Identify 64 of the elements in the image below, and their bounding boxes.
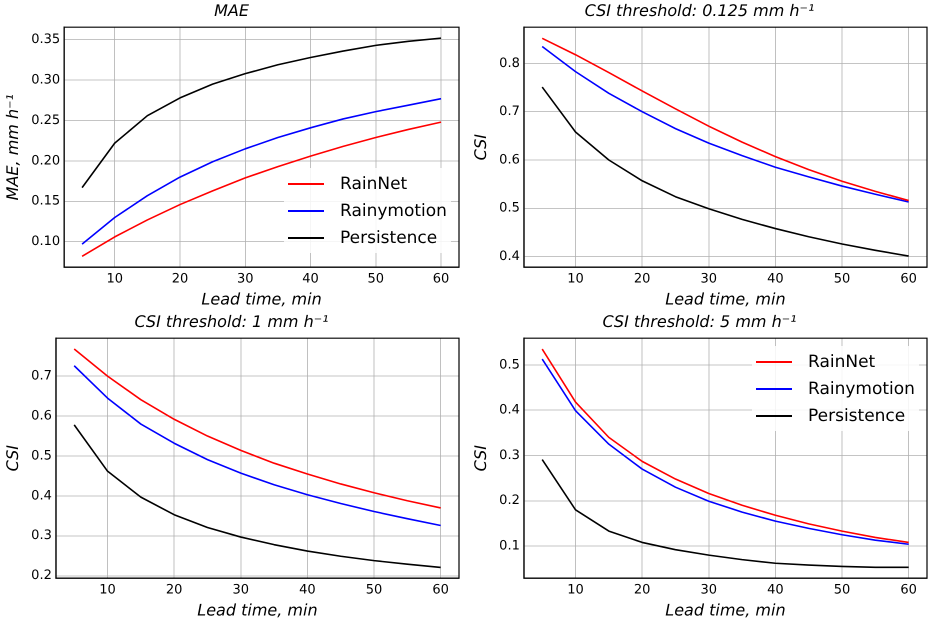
legend-label: Persistence (340, 228, 438, 248)
y-tick-label: 0.10 (31, 234, 60, 250)
legend-label: Rainymotion (808, 378, 915, 399)
x-tick-label: 50 (834, 271, 850, 286)
y-tick-label: 0.20 (31, 153, 60, 168)
legend-label: Persistence (808, 406, 906, 426)
x-tick-label: 50 (368, 271, 384, 286)
x-tick-label: 20 (166, 582, 182, 598)
legend-label: Rainymotion (340, 200, 447, 221)
y-tick-label: 0.4 (31, 488, 52, 504)
x-tick-label: 10 (106, 271, 123, 286)
y-axis-title: CSI (470, 444, 490, 472)
x-tick-label: 50 (834, 582, 850, 598)
x-tick-label: 60 (432, 582, 449, 598)
chart-title: CSI threshold: 1 mm h⁻¹ (134, 312, 329, 331)
x-tick-label: 10 (99, 582, 116, 598)
y-tick-label: 0.1 (499, 538, 520, 554)
legend-label: RainNet (808, 352, 876, 372)
x-tick-label: 20 (634, 271, 650, 286)
y-tick-label: 0.5 (31, 448, 52, 464)
x-tick-label: 30 (700, 271, 718, 286)
legend-label: RainNet (340, 174, 408, 194)
y-tick-label: 0.6 (31, 408, 52, 424)
x-tick-label: 40 (767, 271, 784, 286)
y-tick-label: 0.25 (31, 112, 60, 128)
x-axis-title: Lead time, min (665, 600, 786, 620)
chart-title: CSI threshold: 0.125 mm h⁻¹ (584, 0, 814, 20)
y-tick-label: 0.8 (499, 56, 520, 71)
x-tick-label: 10 (567, 271, 584, 286)
y-axis-title: MAE, mm h⁻¹ (2, 94, 22, 200)
y-tick-label: 0.5 (499, 357, 520, 372)
x-axis-title: Lead time, min (665, 290, 786, 309)
chart-title: CSI threshold: 5 mm h⁻¹ (602, 312, 797, 331)
x-tick-label: 60 (900, 582, 917, 598)
x-tick-label: 30 (700, 582, 718, 598)
y-tick-label: 0.7 (31, 368, 52, 384)
y-tick-label: 0.3 (499, 448, 520, 463)
x-tick-label: 60 (900, 271, 917, 286)
x-tick-label: 40 (767, 582, 784, 598)
y-tick-label: 0.35 (31, 32, 60, 48)
y-tick-label: 0.4 (499, 248, 520, 264)
x-tick-label: 50 (366, 582, 382, 598)
y-tick-label: 0.15 (31, 194, 60, 209)
y-tick-label: 0.30 (31, 72, 60, 88)
y-tick-label: 0.2 (499, 493, 520, 508)
x-axis-title: Lead time, min (197, 600, 318, 620)
y-tick-label: 0.4 (499, 402, 520, 418)
x-tick-label: 60 (432, 271, 450, 286)
y-axis-title: CSI (470, 134, 490, 160)
y-tick-label: 0.7 (499, 104, 520, 120)
y-tick-label: 0.3 (31, 528, 52, 544)
chart-title: MAE (214, 0, 250, 20)
x-tick-label: 30 (232, 582, 250, 598)
x-tick-label: 30 (236, 271, 254, 286)
x-tick-label: 20 (172, 271, 188, 286)
x-tick-label: 40 (302, 271, 319, 286)
y-tick-label: 0.5 (499, 200, 520, 216)
y-tick-label: 0.2 (31, 568, 52, 584)
x-tick-label: 40 (299, 582, 316, 598)
x-tick-label: 20 (634, 582, 650, 598)
y-tick-label: 0.6 (499, 152, 520, 168)
x-tick-label: 10 (567, 582, 584, 598)
x-axis-title: Lead time, min (201, 290, 322, 309)
y-axis-title: CSI (2, 444, 22, 472)
